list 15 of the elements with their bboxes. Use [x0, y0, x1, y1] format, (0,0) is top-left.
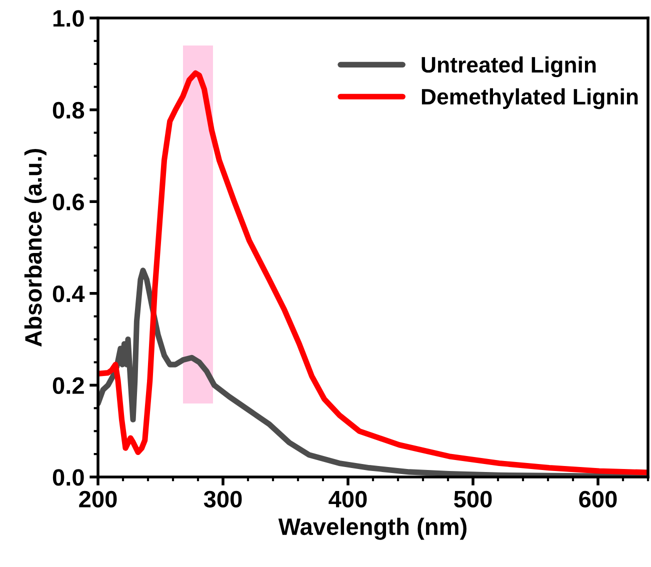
y-axis-title: Absorbance (a.u.) — [24, 148, 46, 347]
x-tick-label: 400 — [328, 490, 367, 508]
y-tick-label: 0.8 — [52, 102, 84, 119]
y-tick-label: 0.6 — [52, 194, 84, 210]
legend-label: Untreated Lignin — [422, 56, 596, 78]
y-tick-label: 0.0 — [52, 469, 84, 486]
x-tick-label: 300 — [204, 490, 242, 508]
y-tick-label: 0.4 — [52, 285, 85, 302]
x-axis-title: Wavelength (nm) — [278, 518, 466, 540]
x-tick-label: 600 — [579, 490, 617, 508]
legend-label: Demethylated Lignin — [422, 88, 638, 110]
y-tick-label: 1.0 — [53, 10, 84, 27]
x-tick-label: 500 — [454, 490, 492, 508]
y-tick-label: 0.2 — [52, 377, 84, 394]
x-tick-label: 200 — [79, 490, 117, 508]
